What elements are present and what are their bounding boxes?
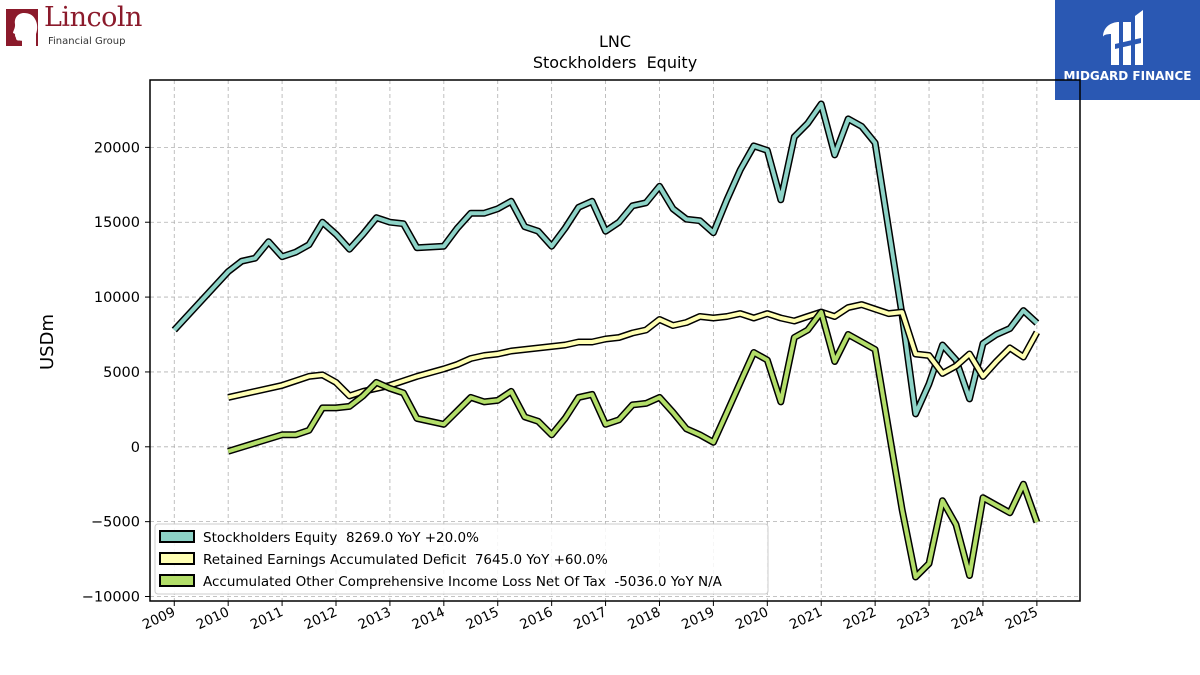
- lincoln-logo: Lincoln Financial Group: [2, 2, 162, 52]
- x-tick-label: 2021: [787, 604, 825, 633]
- lincoln-subline: Financial Group: [48, 36, 126, 47]
- y-tick-label: 5000: [103, 365, 140, 381]
- x-tick-label: 2016: [517, 604, 555, 633]
- x-tick-label: 2025: [1003, 604, 1041, 633]
- x-tick-label: 2015: [464, 604, 502, 633]
- legend-label-2: Accumulated Other Comprehensive Income L…: [203, 574, 723, 590]
- chart-title: LNC: [599, 32, 631, 51]
- x-tick-label: 2012: [302, 604, 340, 633]
- legend-label-1: Retained Earnings Accumulated Deficit 76…: [203, 552, 608, 568]
- series-line-0: [172, 102, 1039, 416]
- midgard-finance-logo: MIDGARD FINANCE: [1055, 0, 1200, 100]
- lincoln-profile-icon: [6, 9, 38, 46]
- plot-frame: [149, 79, 1081, 602]
- x-tick-label: 2010: [194, 604, 232, 633]
- y-tick-label: 0: [131, 440, 140, 456]
- x-tick-label: 2017: [571, 604, 609, 633]
- y-tick-label: −5000: [91, 515, 140, 531]
- x-tick-label: 2011: [248, 604, 286, 633]
- x-tick-label: 2023: [895, 604, 933, 633]
- plot-lines: [171, 100, 1041, 581]
- legend: Stockholders Equity 8269.0 YoY +20.0% Ret…: [154, 523, 769, 595]
- legend-label-0: Stockholders Equity 8269.0 YoY +20.0%: [203, 530, 479, 546]
- x-tick-label: 2022: [841, 604, 879, 633]
- legend-swatch-2: [159, 574, 195, 587]
- y-tick-label: −10000: [82, 590, 140, 606]
- chart-subtitle: Stockholders Equity: [533, 53, 697, 72]
- y-axis-label: USDm: [37, 314, 58, 370]
- legend-swatch-1: [159, 552, 195, 565]
- lincoln-wordmark: Lincoln: [44, 2, 142, 33]
- x-tick-label: 2020: [733, 604, 771, 633]
- x-tick-label: 2013: [356, 604, 394, 633]
- midgard-emblem-icon: [1103, 10, 1143, 65]
- grid: [150, 80, 1080, 601]
- midgard-wordmark: MIDGARD FINANCE: [1063, 69, 1192, 83]
- series-line-2: [227, 310, 1039, 579]
- x-tick-label: 2019: [679, 604, 717, 633]
- x-tick-label: 2014: [410, 604, 448, 633]
- legend-swatch-0: [159, 530, 195, 543]
- series-line-1: [227, 302, 1039, 400]
- y-tick-label: 10000: [94, 290, 140, 306]
- legend-box: [154, 523, 769, 595]
- x-tick-label: 2018: [625, 604, 663, 633]
- y-tick-label: 20000: [94, 140, 140, 156]
- x-tick-label: 2024: [949, 604, 987, 633]
- x-tick-label: 2009: [140, 604, 178, 633]
- y-tick-label: 15000: [94, 215, 140, 231]
